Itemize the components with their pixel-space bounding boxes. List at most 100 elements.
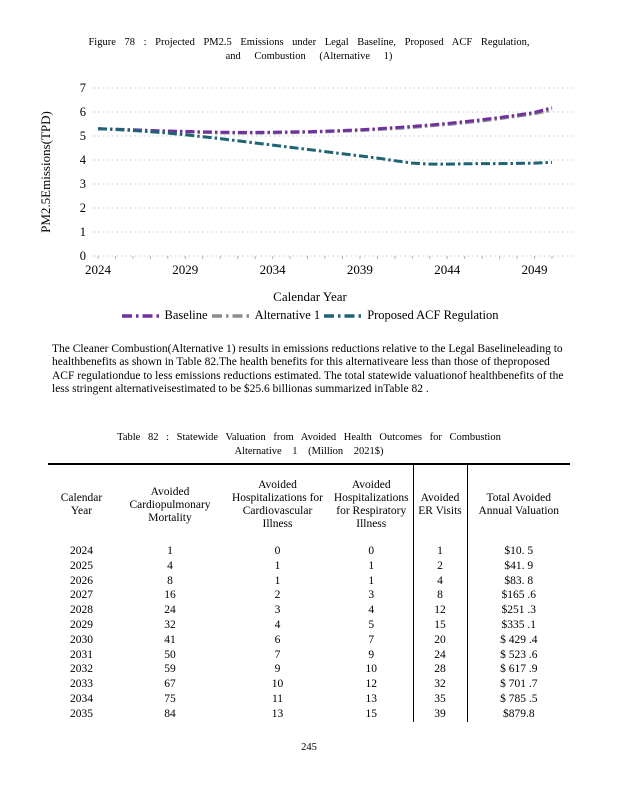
table-cell: 1 <box>167 545 173 557</box>
x-tick-label-2034: 2034 <box>260 262 287 277</box>
figure-title-line1: Figure 78 : Projected PM2.5 Emissions un… <box>88 37 530 48</box>
table-cell: 13 <box>365 692 378 705</box>
series-alternative-1 <box>97 108 553 135</box>
table-cell: $165 .6 <box>466 588 570 604</box>
legend-item-proposed-acf-regulation: Proposed ACF Regulation <box>324 308 498 323</box>
figure-title: Figure 78 : Projected PM2.5 Emissions un… <box>58 36 560 64</box>
table-cell: 24 <box>164 604 176 617</box>
table-cell: 11 <box>271 692 284 705</box>
table-row: 2034 75 11 13 35 $ 785 .5 <box>48 691 570 707</box>
table-cell: 2025 <box>70 559 93 572</box>
table-row: 2035 84 13 15 39 $879.8 <box>48 706 570 722</box>
table-cell: 2034 <box>70 692 93 705</box>
table-cell: 39 <box>412 706 467 722</box>
body-paragraph: The Cleaner Combustion(Alternative 1) re… <box>52 343 564 396</box>
table-cell: $251 .3 <box>466 603 570 618</box>
table-cell: 2033 <box>70 678 93 691</box>
table-cell: 10 <box>271 678 284 691</box>
table-cell: $ 617 .9 <box>466 662 570 678</box>
table-cell: 2035 <box>70 707 93 720</box>
table-cell: 2 <box>412 558 467 574</box>
table-title-line2: Alternative 1 (Million 2021$) <box>234 446 384 457</box>
table-cell: 2 <box>274 589 281 602</box>
y-tick-label-4: 4 <box>80 153 87 167</box>
table-row: 2026 8 1 1 4 $83. 8 <box>48 573 570 589</box>
table-cell: 20 <box>412 632 467 648</box>
table-cell: 1 <box>368 574 375 587</box>
table-cell: $ 429 .4 <box>466 632 570 648</box>
table-cell: $41. 9 <box>466 558 570 574</box>
table-cell: 15 <box>365 707 378 720</box>
table-cell: 7 <box>274 648 281 661</box>
x-axis-label: Calendar Year <box>273 289 347 304</box>
table-cell: 8 <box>167 574 173 587</box>
y-tick-label-0: 0 <box>80 249 86 263</box>
table-cell: 13 <box>271 707 284 720</box>
table-cell: 50 <box>164 648 176 661</box>
table-cell: 35 <box>412 691 467 707</box>
y-tick-label-6: 6 <box>80 105 86 119</box>
table-row: 2025 4 1 1 2 $41. 9 <box>48 558 570 574</box>
table-header-row: Calendar Year Avoided Cardiopulmonary Mor… <box>48 464 570 544</box>
table-row: 2031 50 7 9 24 $ 523 .6 <box>48 647 570 663</box>
page-number: 245 <box>301 742 317 753</box>
x-tick-label-2039: 2039 <box>347 262 373 277</box>
table-row: 2033 67 10 12 32 $ 701 .7 <box>48 677 570 692</box>
table-cell: 12 <box>365 678 378 691</box>
y-tick-label-7: 7 <box>80 81 86 95</box>
y-tick-label-5: 5 <box>80 129 86 143</box>
column-header-0: Calendar Year <box>60 492 103 517</box>
baseline-line-marker-icon <box>121 313 162 318</box>
table-cell: 32 <box>412 677 467 692</box>
column-header-4: Avoided ER Visits <box>412 464 467 544</box>
table-cell: 2026 <box>70 574 93 587</box>
table-cell: 16 <box>164 589 176 602</box>
column-header-2: Avoided Hospitalizations for Cardiovascu… <box>231 479 324 530</box>
series-baseline <box>97 106 553 134</box>
table-cell: 2024 <box>70 545 93 557</box>
table-cell: 6 <box>274 633 281 646</box>
x-tick-label-2024: 2024 <box>85 262 112 277</box>
alternative-1-line-marker-icon <box>211 313 252 318</box>
table-cell: 1 <box>412 544 467 559</box>
table-cell: $ 523 .6 <box>466 647 570 663</box>
table-cell: 9 <box>274 663 281 676</box>
table-cell: 4 <box>412 573 467 589</box>
table-row: 2032 59 9 10 28 $ 617 .9 <box>48 662 570 678</box>
legend-label: Proposed ACF Regulation <box>367 308 499 322</box>
table-row: 2027 16 2 3 8 $165 .6 <box>48 588 570 604</box>
table-title-line1: Table 82 : Statewide Valuation from Avoi… <box>117 432 501 443</box>
table-row: 2024 1 0 0 1 $10. 5 <box>48 544 570 559</box>
table-cell: $ 785 .5 <box>466 691 570 707</box>
legend-label: Baseline <box>164 308 208 322</box>
column-header-1: Avoided Cardiopulmonary Mortality <box>129 485 211 524</box>
emissions-chart: 0 1 2 3 4 5 6 7 2024 2029 2034 2039 2044 2049 PM2.5Emi… <box>36 78 584 323</box>
series-proposed-acf-regulation <box>97 127 553 166</box>
figure-title-line2: and Combustion (Alternative 1) <box>225 51 393 62</box>
y-tick-label-1: 1 <box>80 225 86 239</box>
legend-label: Alternative 1 <box>254 308 321 322</box>
table-cell: $879.8 <box>466 706 570 722</box>
x-tick-label-2044: 2044 <box>434 262 461 277</box>
table-cell: $335 .1 <box>466 617 570 633</box>
y-axis-title: PM2.5Emissions(TPD) <box>38 111 53 233</box>
table-cell: 12 <box>412 603 467 618</box>
table-cell: 84 <box>164 707 176 720</box>
table-cell: 59 <box>164 663 176 676</box>
table-cell: 24 <box>412 647 467 663</box>
table-cell: 4 <box>368 604 375 617</box>
table-cell: 4 <box>274 618 281 631</box>
table-cell: 0 <box>368 545 375 557</box>
table-cell: $10. 5 <box>466 544 570 559</box>
table-cell: 8 <box>412 588 467 604</box>
table-cell: 1 <box>274 559 281 572</box>
table-cell: 3 <box>368 589 375 602</box>
proposed-acf-regulation-line-marker-icon <box>324 313 365 318</box>
table-cell: 32 <box>164 618 176 631</box>
table-cell: 10 <box>365 663 378 676</box>
table-cell: 1 <box>368 559 375 572</box>
valuation-table: Calendar Year Avoided Cardiopulmonary Mor… <box>48 463 570 722</box>
legend-item-alternative-1: Alternative 1 <box>211 308 321 323</box>
x-tick-label-2029: 2029 <box>172 262 198 277</box>
